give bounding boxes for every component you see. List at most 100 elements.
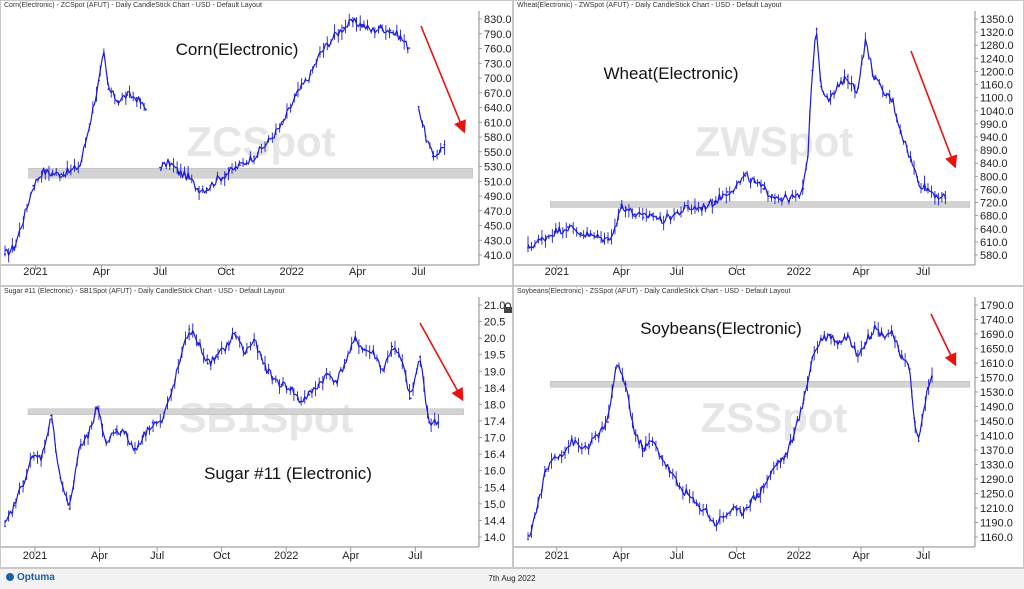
x-tick-label: Apr xyxy=(852,266,869,278)
y-tick-label: 20.5 xyxy=(484,317,505,329)
data-point xyxy=(188,328,191,331)
x-tick-label: Oct xyxy=(213,550,230,562)
data-point xyxy=(726,191,729,193)
data-point xyxy=(731,508,734,511)
chart-title: Soybeans(Electronic) xyxy=(640,319,802,338)
y-tick-label: 1570.0 xyxy=(980,373,1014,385)
data-point xyxy=(913,417,916,420)
y-tick-label: 1410.0 xyxy=(980,431,1014,443)
data-point xyxy=(837,341,840,344)
y-tick-label: 15.4 xyxy=(484,482,505,494)
data-point xyxy=(145,108,147,111)
y-tick-label: 580.0 xyxy=(484,132,512,144)
x-tick-label: Jul xyxy=(670,266,684,278)
y-tick-label: 1610.0 xyxy=(980,358,1014,370)
data-point xyxy=(873,75,876,78)
data-point xyxy=(135,97,138,99)
data-point xyxy=(4,525,6,528)
data-point xyxy=(225,345,228,348)
y-tick-label: 760.0 xyxy=(980,184,1008,196)
y-tick-label: 530.0 xyxy=(484,162,512,174)
y-tick-label: 450.0 xyxy=(484,221,512,233)
data-point xyxy=(187,176,190,178)
data-point xyxy=(363,349,366,351)
corn-chart-panel: Corn(Electronic) - ZCSpot (AFUT) - Daily… xyxy=(0,0,513,286)
data-point xyxy=(289,387,292,389)
data-point xyxy=(107,88,110,91)
y-tick-label: 14.4 xyxy=(484,515,505,527)
data-point xyxy=(891,98,893,101)
data-point xyxy=(96,407,99,410)
data-point xyxy=(267,140,270,143)
data-point xyxy=(624,383,627,386)
data-point xyxy=(855,353,858,355)
footer-date: 7th Aug 2022 xyxy=(488,574,536,583)
data-point xyxy=(262,362,265,365)
x-tick-label: Jul xyxy=(916,550,930,562)
x-tick-label: Apr xyxy=(613,266,630,278)
data-point xyxy=(855,91,858,94)
y-tick-label: 1790.0 xyxy=(980,300,1014,312)
trend-arrow xyxy=(910,50,958,169)
data-point xyxy=(160,421,163,424)
y-tick-label: 580.0 xyxy=(980,250,1008,262)
data-point xyxy=(31,456,34,459)
y-tick-label: 1350.0 xyxy=(980,14,1014,26)
y-tick-label: 430.0 xyxy=(484,235,512,247)
data-point xyxy=(669,470,671,473)
y-tick-label: 1330.0 xyxy=(980,460,1014,472)
data-point xyxy=(380,26,382,29)
data-point xyxy=(527,538,529,541)
data-point xyxy=(391,345,394,348)
data-point xyxy=(351,20,354,23)
chart-title: Sugar #11 (Electronic) xyxy=(204,464,372,483)
data-point xyxy=(196,187,199,190)
data-point xyxy=(873,326,876,329)
data-point xyxy=(935,194,938,197)
data-point xyxy=(22,480,25,483)
y-tick-label: 610.0 xyxy=(980,237,1008,249)
y-tick-label: 1200.0 xyxy=(980,66,1014,78)
data-point xyxy=(829,98,831,101)
data-point xyxy=(580,447,583,450)
y-tick-label: 19.0 xyxy=(484,366,505,378)
data-point xyxy=(431,155,434,158)
data-point xyxy=(660,219,663,222)
data-point xyxy=(326,373,329,376)
data-point xyxy=(593,235,596,238)
data-point xyxy=(178,171,180,174)
y-tick-label: 15.0 xyxy=(484,499,505,511)
y-tick-label: 1650.0 xyxy=(980,344,1014,356)
data-point xyxy=(837,85,840,88)
data-point xyxy=(633,432,636,435)
soybeans-chart: ZSSpot 1790.0 1740.0 1690.0 1650.0 1610.0 1570… xyxy=(514,297,1014,562)
y-tick-label: 14.0 xyxy=(484,532,505,544)
data-point xyxy=(409,397,412,400)
data-point xyxy=(931,375,933,378)
data-point xyxy=(686,206,689,209)
data-point xyxy=(51,172,53,175)
data-point xyxy=(271,376,274,379)
y-tick-label: 760.0 xyxy=(484,44,512,56)
support-band xyxy=(27,408,464,415)
y-tick-label: 720.0 xyxy=(980,198,1008,210)
data-point xyxy=(829,334,831,336)
y-tick-label: 1160.0 xyxy=(980,80,1013,92)
data-point xyxy=(50,414,52,417)
x-tick-label: 2022 xyxy=(787,550,811,562)
x-tick-label: Jul xyxy=(153,266,167,278)
status-bar: Optuma 7th Aug 2022 xyxy=(0,568,1024,589)
y-tick-label: 470.0 xyxy=(484,206,512,218)
data-point xyxy=(820,85,822,88)
data-point xyxy=(735,184,738,187)
data-point xyxy=(342,26,345,29)
data-point xyxy=(722,515,725,518)
x-tick-label: 2021 xyxy=(545,266,569,278)
data-point xyxy=(77,449,80,452)
data-point xyxy=(917,440,920,442)
brand-label: Optuma xyxy=(17,572,55,583)
y-tick-label: 21.0 xyxy=(484,300,505,312)
data-point xyxy=(179,359,182,362)
data-point xyxy=(4,253,6,256)
data-point xyxy=(370,29,373,32)
